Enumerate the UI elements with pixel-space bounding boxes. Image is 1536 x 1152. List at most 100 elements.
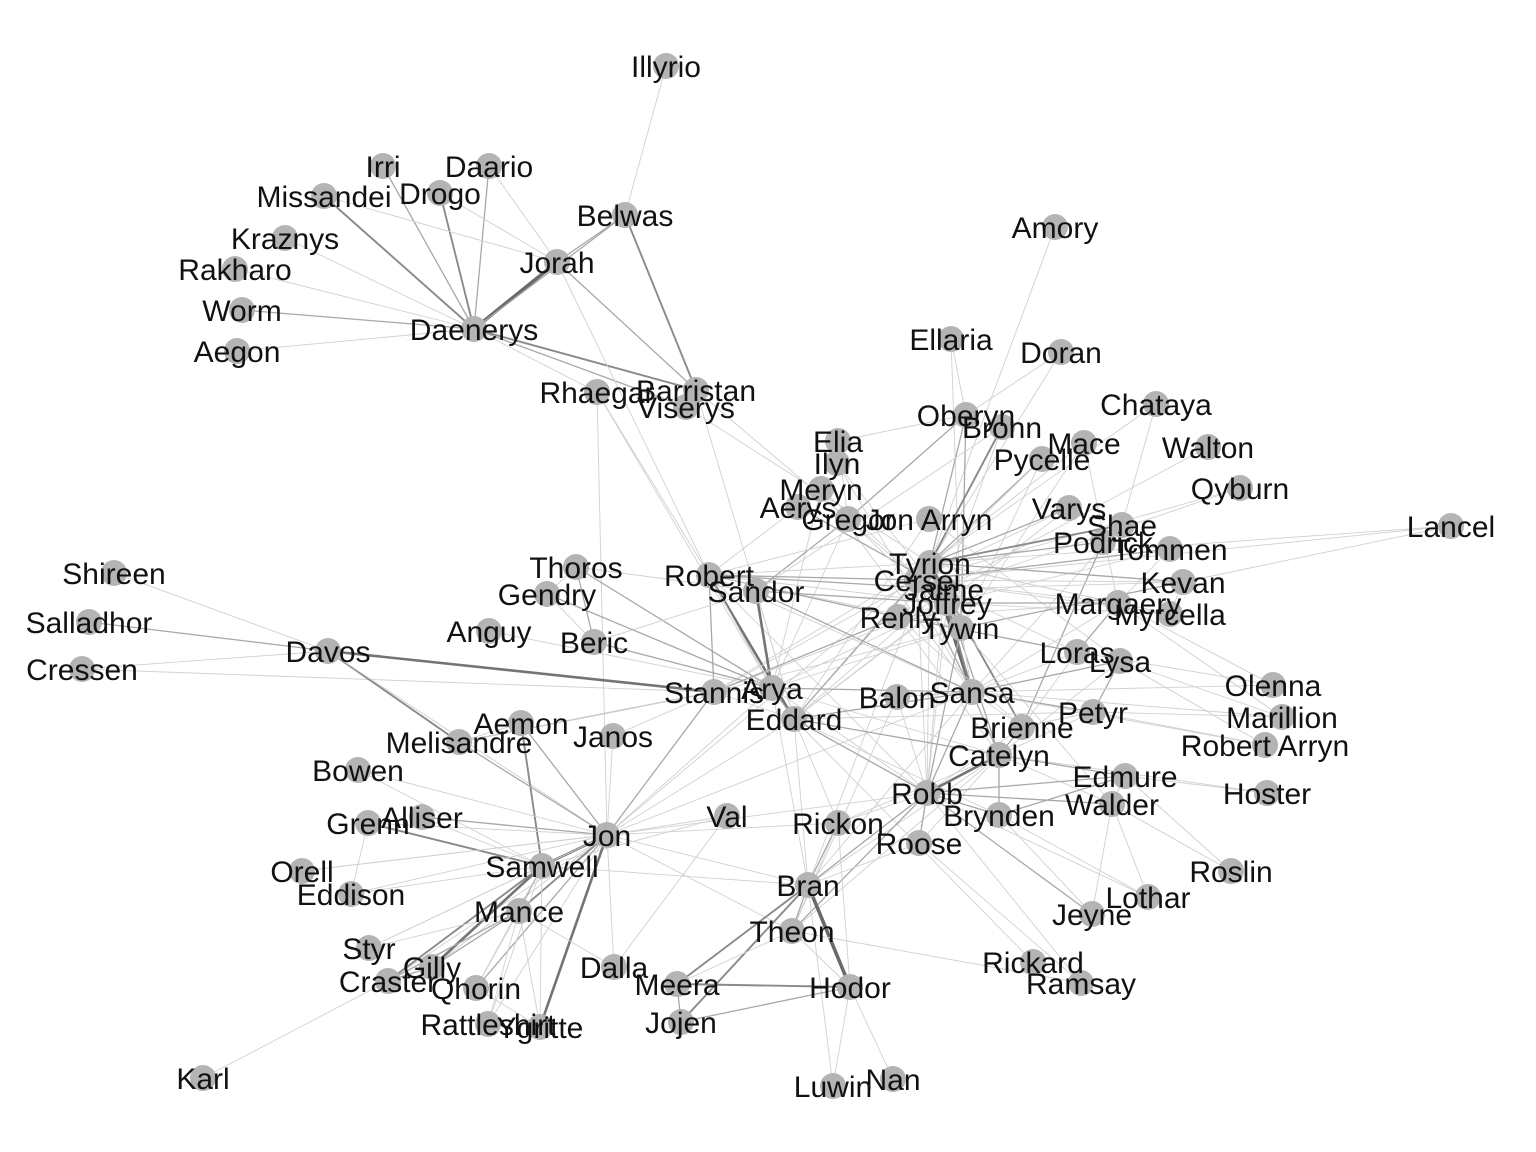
node-label-bronn: Bronn bbox=[962, 412, 1042, 445]
node-label-illyrio: Illyrio bbox=[631, 51, 701, 84]
edge-sandor-sansa bbox=[755, 590, 973, 693]
node-catelyn bbox=[986, 742, 1012, 768]
node-bowen bbox=[345, 757, 371, 783]
node-label-anguy: Anguy bbox=[446, 616, 531, 649]
node-label-lysa: Lysa bbox=[1089, 646, 1152, 679]
edge-robb-rickon bbox=[837, 792, 928, 824]
node-joffrey bbox=[934, 590, 960, 616]
node-robert-arryn bbox=[1252, 732, 1278, 758]
node-thoros bbox=[563, 554, 589, 580]
node-label-hoster: Hoster bbox=[1223, 778, 1311, 811]
node-melisandre bbox=[446, 729, 472, 755]
edge-renly-brienne bbox=[897, 616, 1023, 728]
edge-tyrion-kevan bbox=[929, 562, 1184, 583]
node-eddard bbox=[781, 706, 807, 732]
node-label-rattleshirt: Rattleshirt bbox=[420, 1009, 556, 1042]
node-label-robb: Robb bbox=[891, 778, 963, 811]
edge-loras-brienne bbox=[1021, 651, 1078, 728]
node-cressen bbox=[69, 656, 95, 682]
edge-illyrio-belwas bbox=[624, 65, 667, 216]
edge-jaime-catelyn bbox=[943, 588, 1000, 756]
node-label-robert-arryn: Robert Arryn bbox=[1181, 730, 1349, 763]
node-edmure bbox=[1112, 763, 1138, 789]
edge-roose-ramsay bbox=[918, 842, 1082, 984]
edge-rhaegar-arya bbox=[596, 391, 773, 689]
node-karl bbox=[190, 1065, 216, 1091]
edge-petyr-marillion bbox=[1092, 711, 1283, 718]
node-sandor bbox=[743, 578, 769, 604]
node-label-bowen: Bowen bbox=[312, 755, 404, 788]
node-rhaegar bbox=[584, 379, 610, 405]
edge-robert-joffrey bbox=[708, 574, 948, 604]
edge-melisandre-jon bbox=[458, 741, 608, 836]
node-label-bran: Bran bbox=[776, 870, 839, 903]
node-jeyne bbox=[1079, 901, 1105, 927]
node-luwin bbox=[820, 1073, 846, 1099]
edge-robb-jeyne bbox=[926, 792, 1093, 915]
node-balon bbox=[884, 684, 910, 710]
node-label-thoros: Thoros bbox=[529, 552, 622, 585]
edge-jorah-drogo bbox=[439, 192, 558, 263]
edge-margaery-renly bbox=[897, 602, 1119, 618]
node-label-tyrion: Tyrion bbox=[889, 548, 971, 581]
edge-petyr-catelyn bbox=[998, 711, 1094, 756]
edge-pycelle-tyrion bbox=[929, 458, 1043, 564]
edge-stannis-jon bbox=[606, 691, 715, 836]
edge-mace-tywin bbox=[960, 442, 1085, 629]
edge-daenerys-barristan bbox=[473, 328, 697, 391]
node-elia bbox=[825, 428, 851, 454]
node-label-marillion: Marillion bbox=[1226, 702, 1338, 735]
node-tywin bbox=[948, 615, 974, 641]
edge-missandei-daenerys bbox=[323, 195, 475, 330]
edge-edmure-brynden bbox=[998, 775, 1126, 816]
node-label-melisandre: Melisandre bbox=[386, 727, 533, 760]
edge-varys-cersei bbox=[916, 507, 1070, 581]
edge-davos-melisandre bbox=[327, 650, 460, 743]
node-samwell bbox=[529, 853, 555, 879]
edge-aerys-robert bbox=[708, 506, 799, 576]
node-label-irri: Irri bbox=[366, 151, 401, 184]
edge-cressen-stannis bbox=[81, 668, 715, 693]
node-label-orell: Orell bbox=[270, 856, 333, 889]
node-label-elia: Elia bbox=[813, 426, 863, 459]
edge-varys-tyrion bbox=[929, 507, 1070, 564]
node-label-roslin: Roslin bbox=[1189, 856, 1272, 889]
edge-catelyn-roose bbox=[918, 754, 1000, 844]
edge-lancel-tyrion bbox=[929, 525, 1452, 564]
edge-thoros-sandor bbox=[575, 566, 757, 592]
edge-oberyn-tyrion bbox=[929, 414, 967, 564]
node-label-rickard: Rickard bbox=[982, 947, 1084, 980]
node-stannis bbox=[701, 679, 727, 705]
edge-melisandre-stannis bbox=[458, 691, 715, 743]
node-label-drogo: Drogo bbox=[399, 178, 481, 211]
node-loras bbox=[1064, 639, 1090, 665]
edge-arya-jon bbox=[606, 687, 773, 836]
node-petyr bbox=[1080, 699, 1106, 725]
edge-jon-arryn-lysa bbox=[928, 518, 1121, 662]
edge-chataya-shae bbox=[1121, 403, 1157, 526]
edge-bran-luwin bbox=[807, 884, 834, 1087]
edge-joffrey-myrcella bbox=[946, 602, 1171, 615]
edge-shae-tyrion bbox=[929, 524, 1123, 564]
node-label-qyburn: Qyburn bbox=[1191, 473, 1289, 506]
node-jojen bbox=[668, 1009, 694, 1035]
node-label-jorah: Jorah bbox=[519, 247, 594, 280]
edge-orell-jon bbox=[301, 834, 608, 872]
edge-davos-stannis bbox=[327, 649, 715, 694]
node-label-gendry: Gendry bbox=[498, 579, 596, 612]
node-daario bbox=[476, 153, 502, 179]
node-label-sandor: Sandor bbox=[708, 576, 805, 609]
edge-edmure-robb bbox=[926, 775, 1126, 794]
node-drogo bbox=[427, 180, 453, 206]
edge-meryn-arya bbox=[771, 488, 822, 689]
node-rickon bbox=[825, 810, 851, 836]
edge-mance-craster bbox=[387, 910, 520, 982]
node-mace bbox=[1071, 430, 1097, 456]
edge-eddard-robb bbox=[793, 718, 928, 794]
node-chataya bbox=[1143, 391, 1169, 417]
edge-walder-jeyne bbox=[1091, 803, 1113, 915]
node-qhorin bbox=[463, 975, 489, 1001]
node-label-samwell: Samwell bbox=[485, 851, 598, 884]
node-label-catelyn: Catelyn bbox=[948, 740, 1050, 773]
